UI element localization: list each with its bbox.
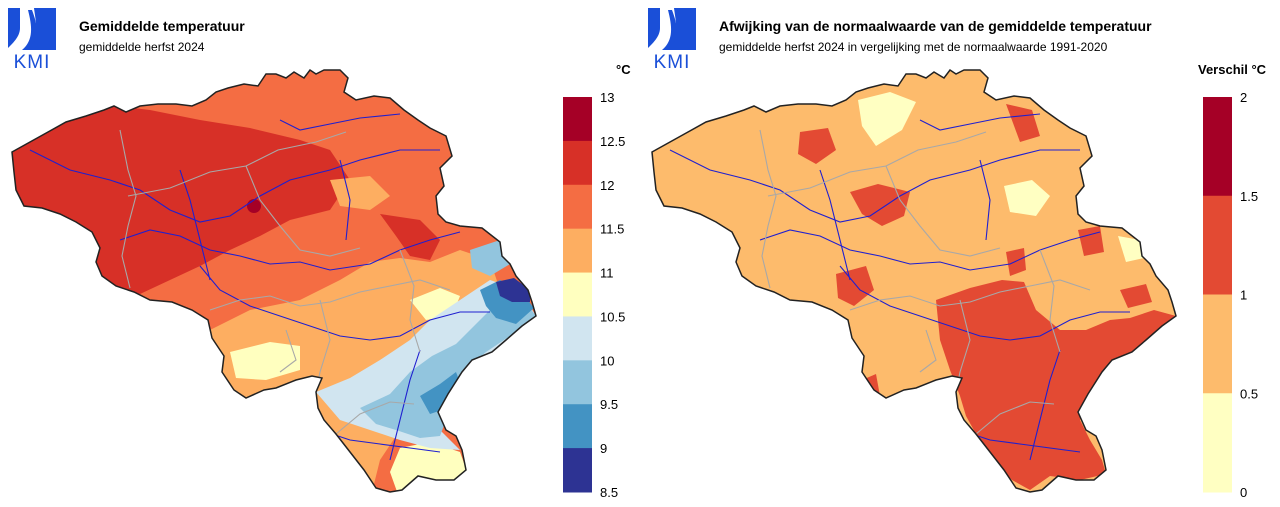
anomaly-map-panel: KMI Afwijking van de normaalwaarde van d… — [640, 0, 1280, 507]
legend-tick-label: 13 — [600, 90, 614, 105]
legend-color-box — [563, 272, 592, 317]
map-subtitle: gemiddelde herfst 2024 in vergelijking m… — [719, 40, 1108, 54]
legend-unit: °C — [616, 62, 631, 77]
legend-color-box — [1203, 393, 1232, 493]
legend-tick-label: 10 — [600, 353, 614, 368]
map-title: Afwijking van de normaalwaarde van de ge… — [719, 18, 1152, 34]
legend-tick-label: 2 — [1240, 90, 1247, 105]
legend-color-box — [563, 404, 592, 449]
logo-text: KMI — [13, 52, 51, 73]
legend-tick-label: 0.5 — [1240, 386, 1258, 401]
legend-color-box — [1203, 97, 1232, 197]
legend-color-box — [1203, 195, 1232, 295]
legend-color-box — [563, 316, 592, 361]
legend-tick-label: 1.5 — [1240, 189, 1258, 204]
anomaly-legend: 2 1.5 1 0.5 0 — [1203, 90, 1258, 500]
map-title: Gemiddelde temperatuur — [79, 18, 245, 34]
kmi-logo: KMI — [646, 6, 698, 73]
legend-unit: Verschil °C — [1198, 62, 1267, 77]
belgium-anomaly-map — [651, 69, 1177, 493]
legend-color-box — [563, 360, 592, 405]
legend-tick-label: 9.5 — [600, 397, 618, 412]
legend-color-box — [563, 184, 592, 230]
map-subtitle: gemiddelde herfst 2024 — [79, 40, 205, 54]
temperature-map-panel: KMI Gemiddelde temperatuur gemiddelde he… — [6, 6, 631, 500]
legend-color-box — [563, 228, 592, 274]
legend-tick-label: 0 — [1240, 485, 1247, 500]
legend-tick-label: 1 — [1240, 288, 1247, 303]
legend-tick-label: 9 — [600, 441, 607, 456]
belgium-temperature-map — [11, 69, 537, 493]
legend-tick-label: 10.5 — [600, 309, 625, 324]
legend-tick-label: 8.5 — [600, 485, 618, 500]
temperature-legend: 13 12.5 12 11.5 11 10.5 10 9.5 9 8.5 — [563, 90, 625, 500]
legend-color-box — [563, 448, 592, 493]
legend-tick-label: 11.5 — [600, 222, 624, 237]
legend-color-box — [1203, 294, 1232, 394]
kmi-logo: KMI — [6, 6, 58, 73]
legend-tick-label: 12 — [600, 178, 614, 193]
legend-tick-label: 12.5 — [600, 134, 625, 149]
legend-color-box — [563, 140, 592, 186]
legend-tick-label: 11 — [600, 266, 614, 281]
legend-color-box — [563, 97, 592, 142]
logo-text: KMI — [653, 52, 691, 73]
